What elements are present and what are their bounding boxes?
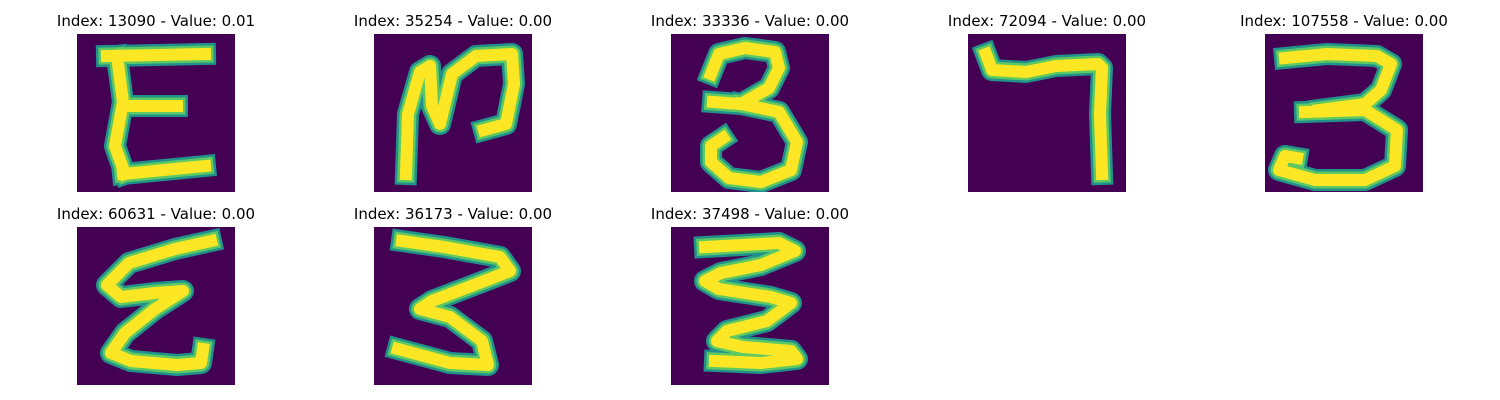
digit-stroke-segment [978, 46, 1109, 181]
digit-image-35254 [374, 34, 532, 192]
digit-stroke [1268, 43, 1408, 191]
digit-image-37498 [671, 227, 829, 385]
panel-title: Index: 72094 - Value: 0.00 [947, 12, 1147, 30]
digit-image-107558 [1265, 34, 1423, 192]
digit-stroke-segment [101, 233, 219, 371]
digit-stroke [95, 42, 218, 189]
digit-stroke [394, 43, 525, 186]
digit-image-canvas [77, 227, 235, 385]
digit-image-canvas [671, 227, 829, 385]
digit-image-canvas [77, 34, 235, 192]
panel-title: Index: 107558 - Value: 0.00 [1240, 12, 1448, 30]
digit-stroke [693, 232, 808, 374]
digit-image-60631 [77, 227, 235, 385]
panel-title: Index: 37498 - Value: 0.00 [650, 205, 850, 223]
digit-stroke [696, 37, 808, 192]
digit-image-33336 [671, 34, 829, 192]
digit-image-canvas [374, 227, 532, 385]
digit-stroke [384, 228, 521, 376]
digit-stroke [96, 227, 225, 376]
panel-title: Index: 60631 - Value: 0.00 [56, 205, 256, 223]
digit-stroke-segment [390, 234, 516, 371]
panel-title: Index: 35254 - Value: 0.00 [353, 12, 553, 30]
digit-image-canvas [1265, 34, 1423, 192]
digit-stroke [971, 39, 1114, 186]
digit-image-72094 [968, 34, 1126, 192]
digit-stroke-segment [399, 48, 520, 181]
digit-image-canvas [374, 34, 532, 192]
digit-image-canvas [968, 34, 1126, 192]
digit-stroke-segment [705, 96, 803, 188]
digit-stroke-segment [1273, 104, 1403, 186]
digit-stroke-segment [116, 159, 212, 181]
digit-stroke-segment [100, 47, 212, 63]
panel-title: Index: 33336 - Value: 0.00 [650, 12, 850, 30]
digit-image-canvas [671, 34, 829, 192]
digit-image-13090 [77, 34, 235, 192]
digit-stroke-segment [109, 49, 133, 182]
panel-title: Index: 13090 - Value: 0.01 [56, 12, 256, 30]
digit-stroke-segment [698, 237, 803, 369]
digit-image-36173 [374, 227, 532, 385]
panel-title: Index: 36173 - Value: 0.00 [353, 205, 553, 223]
